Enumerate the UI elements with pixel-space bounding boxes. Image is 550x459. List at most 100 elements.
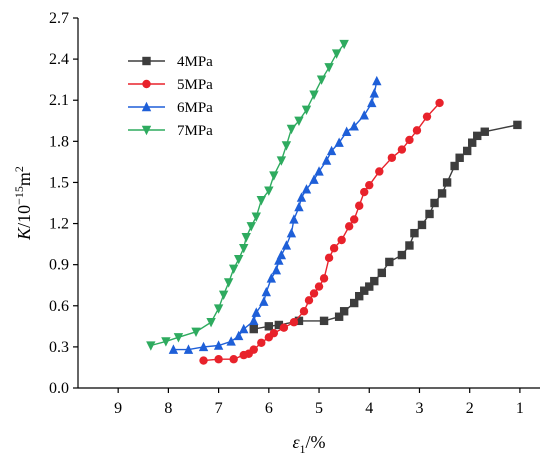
data-point-7mpa — [269, 171, 279, 181]
legend-marker-7mpa — [141, 125, 152, 136]
data-point-4mpa — [274, 320, 284, 330]
data-point-6mpa — [276, 249, 287, 260]
data-point-5mpa — [314, 282, 324, 291]
data-point-6mpa — [271, 264, 282, 275]
y-tick-label: 2.4 — [49, 51, 69, 68]
data-point-4mpa — [455, 153, 464, 162]
x-tick-label: 8 — [164, 400, 172, 417]
data-point-7mpa — [233, 254, 244, 265]
y-axis-label: K/10−15m2 — [12, 166, 34, 241]
data-point-7mpa — [218, 290, 229, 301]
data-point-7mpa — [281, 141, 292, 151]
y-axis-label-scale: /10 — [14, 205, 34, 228]
legend-label-6mpa: 6MPa — [177, 100, 213, 116]
data-point-6mpa — [296, 192, 307, 202]
data-point-7mpa — [213, 304, 224, 314]
data-point-6mpa — [251, 307, 261, 317]
data-point-5mpa — [360, 187, 369, 197]
data-point-4mpa — [349, 298, 359, 308]
data-point-5mpa — [349, 215, 359, 224]
data-point-4mpa — [417, 220, 427, 230]
x-tick-label: 1 — [516, 400, 524, 417]
data-point-6mpa — [183, 344, 194, 354]
data-point-6mpa — [289, 214, 299, 224]
data-point-6mpa — [301, 184, 312, 194]
data-point-5mpa — [324, 253, 334, 263]
data-point-4mpa — [425, 209, 434, 219]
data-point-5mpa — [412, 126, 422, 135]
data-point-5mpa — [387, 153, 397, 162]
x-axis-label-unit: /% — [306, 432, 326, 452]
data-point-7mpa — [316, 75, 327, 85]
y-tick-label: 2.1 — [49, 92, 69, 109]
data-point-7mpa — [286, 124, 297, 135]
data-point-4mpa — [264, 322, 274, 331]
data-point-5mpa — [344, 222, 354, 231]
y-tick-label: 1.8 — [49, 133, 69, 150]
data-point-7mpa — [146, 341, 156, 351]
y-tick-label: 1.2 — [49, 216, 69, 233]
legend-item-4mpa: 4MPa — [128, 54, 213, 70]
data-point-5mpa — [405, 135, 414, 145]
data-point-7mpa — [339, 39, 349, 50]
data-point-6mpa — [213, 340, 224, 350]
data-point-7mpa — [223, 278, 234, 288]
data-point-6mpa — [286, 227, 297, 238]
data-point-5mpa — [279, 323, 289, 332]
data-point-5mpa — [319, 274, 329, 283]
x-axis-label-symbol: ε — [292, 432, 300, 452]
legend-marker-4mpa — [142, 56, 151, 66]
data-point-6mpa — [233, 330, 244, 341]
data-point-7mpa — [294, 116, 304, 126]
y-axis-label-exponent: −15 — [12, 186, 26, 205]
series-line-4mpa — [253, 124, 518, 330]
x-tick-label: 5 — [315, 400, 323, 417]
data-point-4mpa — [377, 268, 387, 278]
legend-label-7mpa: 7MPa — [177, 123, 213, 139]
data-point-5mpa — [365, 180, 374, 190]
data-point-5mpa — [337, 235, 346, 245]
legend-item-7mpa: 7MPa — [128, 123, 213, 139]
data-point-5mpa — [229, 355, 238, 364]
data-point-5mpa — [355, 201, 364, 210]
y-tick-label: 2.7 — [49, 10, 69, 27]
x-tick-label: 4 — [365, 400, 373, 417]
data-point-4mpa — [385, 257, 394, 267]
data-point-7mpa — [161, 337, 171, 347]
legend-item-5mpa: 5MPa — [128, 77, 213, 93]
data-point-7mpa — [173, 333, 184, 343]
data-point-7mpa — [276, 156, 287, 166]
x-tick-label: 2 — [466, 400, 474, 417]
data-point-4mpa — [365, 282, 374, 291]
data-point-4mpa — [294, 316, 304, 326]
data-point-7mpa — [256, 196, 266, 206]
data-point-7mpa — [228, 264, 239, 274]
legend-label-4mpa: 4MPa — [177, 54, 213, 70]
data-point-6mpa — [326, 145, 337, 156]
data-point-4mpa — [410, 228, 419, 238]
data-point-5mpa — [214, 355, 223, 364]
data-point-4mpa — [334, 312, 344, 321]
y-axis-label-unit: m — [14, 172, 34, 186]
legend-item-6mpa: 6MPa — [128, 100, 213, 116]
data-point-4mpa — [339, 307, 349, 316]
data-point-7mpa — [324, 63, 334, 73]
data-point-5mpa — [289, 318, 299, 327]
data-point-4mpa — [405, 241, 414, 250]
data-point-6mpa — [321, 155, 332, 165]
data-point-6mpa — [168, 344, 179, 354]
data-point-6mpa — [259, 296, 269, 306]
x-tick-label: 6 — [265, 400, 273, 417]
series-5mpa — [199, 98, 444, 365]
data-point-6mpa — [198, 341, 209, 352]
data-point-6mpa — [349, 121, 359, 131]
legend-marker-6mpa — [141, 101, 152, 112]
data-point-7mpa — [239, 244, 249, 254]
data-point-5mpa — [199, 356, 208, 365]
data-point-4mpa — [468, 138, 477, 147]
data-point-6mpa — [266, 273, 277, 283]
data-point-4mpa — [437, 189, 447, 198]
x-axis-label-subscript: 1 — [300, 442, 306, 456]
data-point-4mpa — [397, 250, 407, 260]
legend: 4MPa 5MPa 6MPa 7MPa — [128, 54, 213, 139]
